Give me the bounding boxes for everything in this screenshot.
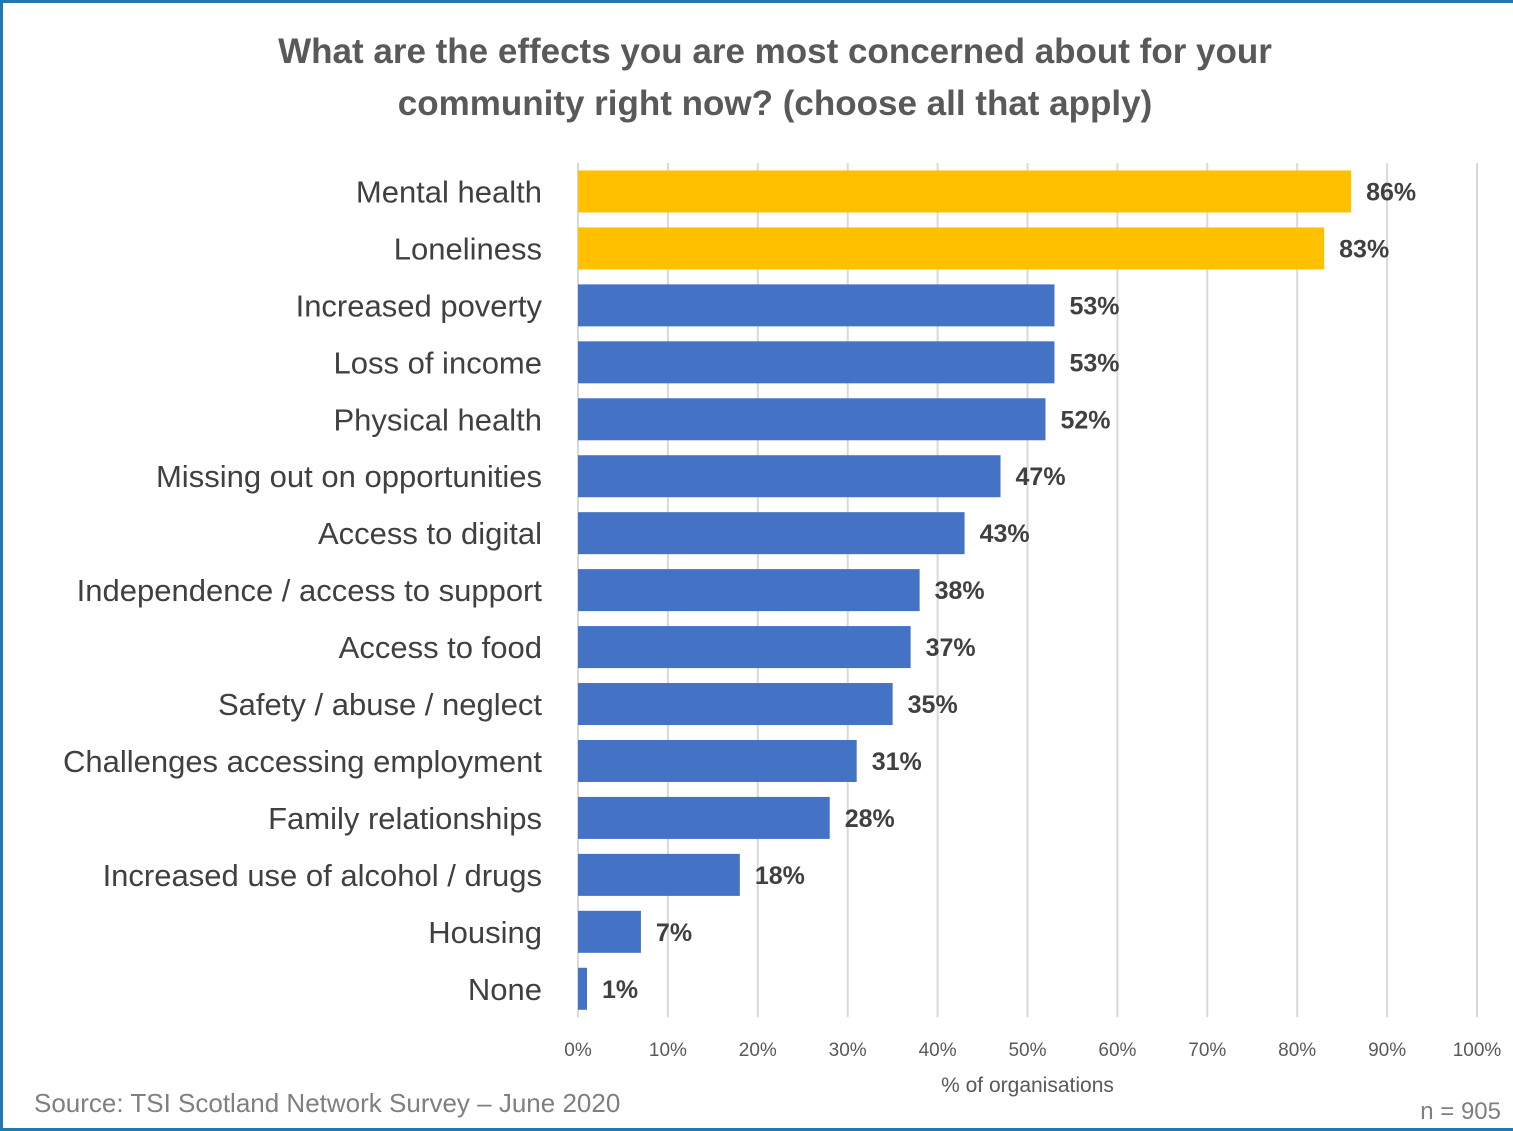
- bar: [578, 398, 1046, 441]
- x-tick-label: 30%: [829, 1040, 867, 1061]
- sample-size: n = 905: [1420, 1098, 1501, 1125]
- x-tick-label: 90%: [1368, 1040, 1406, 1061]
- data-label: 35%: [908, 691, 958, 719]
- data-label: 53%: [1069, 292, 1119, 320]
- category-label: Loneliness: [394, 231, 542, 266]
- category-label: Safety / abuse / neglect: [218, 687, 542, 722]
- bar: [578, 227, 1325, 270]
- bar: [578, 626, 911, 669]
- data-label: 28%: [845, 805, 895, 833]
- source-note: Source: TSI Scotland Network Survey – Ju…: [34, 1088, 621, 1118]
- category-label: Challenges accessing employment: [63, 744, 542, 779]
- category-label: Loss of income: [334, 345, 543, 380]
- category-label: None: [468, 972, 542, 1007]
- x-tick-label: 60%: [1098, 1040, 1136, 1061]
- category-label: Increased poverty: [296, 288, 543, 323]
- bar: [578, 796, 830, 839]
- data-label: 31%: [872, 748, 922, 776]
- category-label: Mental health: [356, 174, 542, 209]
- x-tick-label: 50%: [1008, 1040, 1046, 1061]
- category-label: Increased use of alcohol / drugs: [103, 858, 542, 893]
- category-label: Access to food: [339, 630, 542, 665]
- data-label: 18%: [755, 862, 805, 890]
- chart-title-line-1: What are the effects you are most concer…: [278, 32, 1272, 71]
- x-axis-title: % of organisations: [941, 1074, 1114, 1097]
- category-label: Access to digital: [318, 516, 542, 551]
- data-label: 7%: [656, 919, 692, 947]
- bar: [578, 341, 1055, 384]
- x-tick-label: 70%: [1188, 1040, 1226, 1061]
- data-label: 1%: [602, 976, 638, 1004]
- bar: [578, 455, 1001, 498]
- x-tick-label: 80%: [1278, 1040, 1316, 1061]
- chart-title: What are the effects you are most concer…: [0, 26, 1513, 130]
- bar: [578, 683, 893, 726]
- bar: [578, 284, 1055, 327]
- category-label: Missing out on opportunities: [156, 459, 542, 494]
- data-label: 83%: [1339, 235, 1389, 263]
- x-tick-label: 40%: [919, 1040, 957, 1061]
- x-tick-label: 100%: [1453, 1040, 1502, 1061]
- data-label: 53%: [1069, 349, 1119, 377]
- bar: [578, 569, 920, 612]
- bar: [578, 967, 587, 1010]
- bar: [578, 512, 965, 555]
- bar: [578, 853, 740, 896]
- x-tick-label: 10%: [649, 1040, 687, 1061]
- category-label: Housing: [428, 915, 542, 950]
- x-tick-label: 0%: [564, 1040, 592, 1061]
- bar: [578, 170, 1352, 213]
- x-tick-label: 20%: [739, 1040, 777, 1061]
- category-label: Physical health: [333, 402, 542, 437]
- bar: [578, 739, 857, 782]
- data-label: 38%: [935, 577, 985, 605]
- chart-title-line-2: community right now? (choose all that ap…: [397, 84, 1153, 123]
- category-label: Family relationships: [268, 801, 542, 836]
- data-label: 52%: [1060, 406, 1110, 434]
- data-label: 37%: [926, 634, 976, 662]
- data-label: 47%: [1016, 463, 1066, 491]
- category-label: Independence / access to support: [77, 573, 543, 608]
- bar: [578, 910, 641, 953]
- data-label: 86%: [1366, 178, 1416, 206]
- data-label: 43%: [980, 520, 1030, 548]
